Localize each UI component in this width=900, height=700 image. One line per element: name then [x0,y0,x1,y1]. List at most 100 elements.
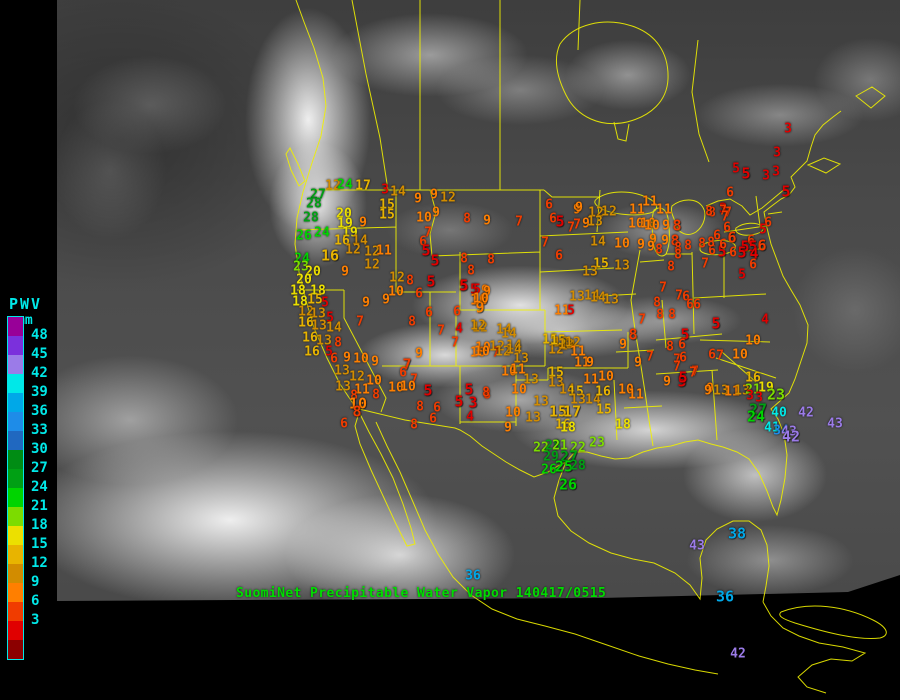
station-value: 10 [400,379,416,395]
station-value: 29 [543,449,559,465]
legend-swatch [8,393,23,412]
station-value: 7 [356,314,364,330]
station-value: 15 [593,256,609,272]
station-value: 6 [757,236,767,255]
legend-swatch [8,564,23,583]
station-value: 7 [573,217,581,233]
legend-swatch [8,336,23,355]
station-value: 10 [473,291,489,307]
station-value: 9 [575,200,583,216]
station-value: 22 [570,440,586,456]
station-value: 6 [708,347,716,363]
station-value: 11 [628,387,644,403]
station-value: 3 [468,393,478,412]
station-value: 16 [298,315,314,331]
station-value: 18 [560,420,576,436]
station-value: 13 [334,363,350,379]
station-value: 5 [423,381,433,400]
station-value: 14 [584,288,600,304]
station-value: 5 [677,372,687,391]
legend-tick-label: 48 [31,327,48,343]
station-value: 8 [674,240,682,256]
station-value: 14 [496,322,512,338]
station-value: 14 [501,326,517,342]
station-value: 6 [545,197,553,213]
legend-tick-label: 3 [31,612,40,628]
station-value: 17 [562,402,582,421]
station-value: 6 [330,351,338,367]
station-value: 9 [382,292,390,308]
station-value: 15 [548,365,564,381]
station-value: 9 [359,215,367,231]
station-value: 4 [749,244,759,263]
station-value: 9 [582,216,590,232]
station-value: 5 [737,243,747,262]
station-value: 19 [342,225,358,241]
station-value: 6 [415,286,423,302]
legend-swatch [8,450,23,469]
station-value: 13 [523,372,539,388]
station-value: 10 [353,351,369,367]
station-value: 7 [437,323,445,339]
station-value: 7 [424,225,432,241]
station-value: 16 [555,417,571,433]
station-value: 9 [647,239,655,255]
legend-swatch [8,602,23,621]
station-value: 13 [558,337,574,353]
station-value: 3 [772,164,780,180]
station-value: 6 [747,233,755,249]
station-value: 5 [678,368,688,387]
station-value: 10 [511,382,527,398]
station-value: 15 [542,332,558,348]
station-value: 8 [656,307,664,323]
station-value: 7 [673,352,681,368]
station-value: 14 [560,338,576,354]
station-value: 9 [481,283,489,299]
station-value: 5 [555,212,565,231]
station-value: 8 [707,235,715,251]
station-value: 7 [716,348,724,364]
legend-swatch [8,469,23,488]
station-value: 14 [559,382,575,398]
station-value: 9 [573,202,581,218]
station-value: 6 [340,416,348,432]
station-value: 10 [416,210,432,226]
station-value: 23 [766,385,786,404]
station-value: 8 [668,307,676,323]
station-value: 9 [649,232,657,248]
station-value: 6 [713,228,721,244]
pwv-legend: PWV mm 48 45 42 39 36 33 30 27 24 21 18 15 12 9 6 3 [6,295,58,660]
station-value: 7 [721,209,729,225]
station-value: 12 [472,320,488,336]
station-value: 9 [414,191,422,207]
station-value: 42 [798,405,814,421]
station-value: 5 [426,272,436,291]
station-value: 5 [717,242,727,261]
station-value: 13 [548,375,564,391]
station-value: 9 [343,350,351,366]
station-value: 10 [501,364,517,380]
station-value: 8 [670,231,680,250]
station-value: 11 [642,194,658,210]
station-value: 6 [429,411,437,427]
station-value: 10 [745,333,761,349]
station-value: 10 [388,380,404,396]
station-value: 9 [504,420,512,436]
station-value: 12 [440,190,456,206]
station-value: 5 [567,303,575,319]
station-value: 8 [352,402,362,421]
legend-swatch [8,412,23,431]
legend-swatch [8,507,23,526]
legend-title: PWV [9,295,43,313]
station-value: 20 [296,272,312,288]
station-value: 7 [673,359,681,375]
station-value: 10 [388,284,404,300]
station-value: 6 [679,350,687,366]
station-value: 9 [483,284,491,300]
station-value: 16 [304,344,320,360]
legend-tick-label: 33 [31,422,48,438]
station-value: 3 [381,182,389,198]
station-value: 15 [307,292,323,308]
station-value: 4 [466,409,474,425]
